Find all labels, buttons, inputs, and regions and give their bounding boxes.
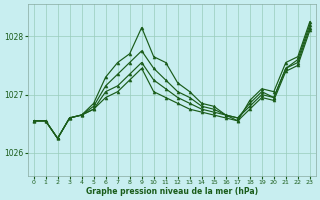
- X-axis label: Graphe pression niveau de la mer (hPa): Graphe pression niveau de la mer (hPa): [86, 187, 258, 196]
